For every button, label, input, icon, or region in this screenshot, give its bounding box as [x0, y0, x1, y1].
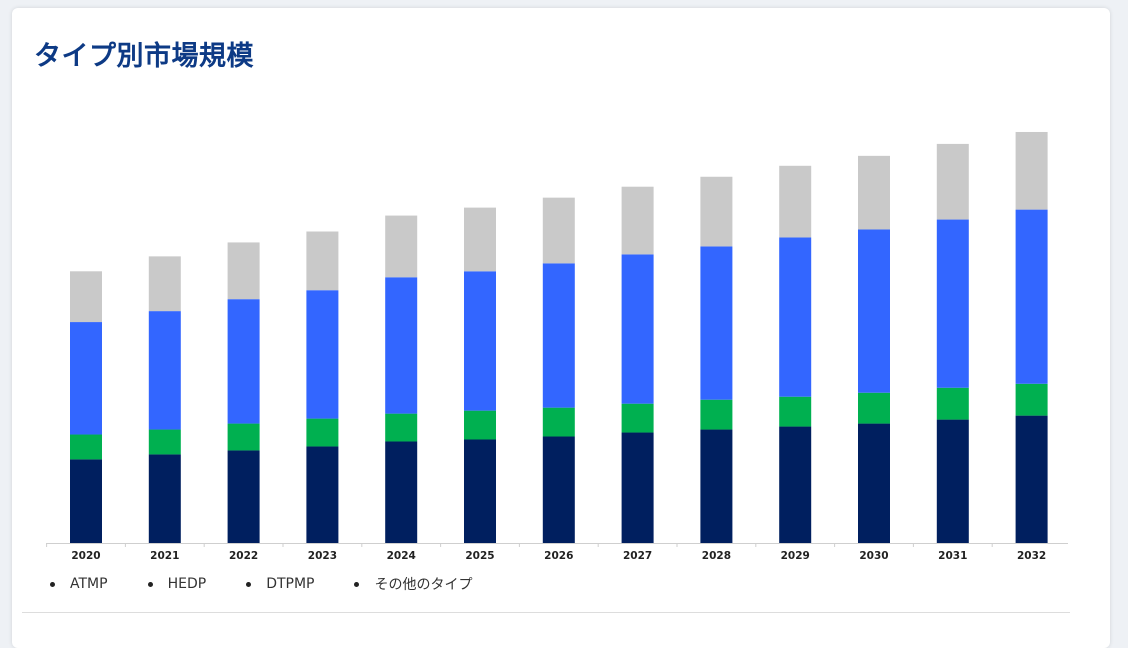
x-tick-label: 2025 [465, 550, 494, 562]
divider [22, 612, 1070, 613]
chart-legend: ATMP HEDP DTPMP その他のタイプ [50, 574, 512, 594]
bar-segment[interactable] [621, 254, 654, 404]
bar-segment[interactable] [148, 454, 181, 543]
bar-segment[interactable] [858, 229, 890, 393]
bar-segment[interactable] [542, 263, 575, 408]
bar-segment[interactable] [385, 215, 418, 278]
bar-segment[interactable] [700, 176, 733, 247]
bar-segment[interactable] [464, 207, 496, 272]
legend-label: ATMP [70, 576, 108, 592]
bar-segment[interactable] [385, 277, 418, 414]
bar-segment[interactable] [779, 237, 812, 397]
bar-segment[interactable] [148, 256, 181, 312]
legend-bullet-icon [147, 581, 153, 587]
bar-segment[interactable] [306, 231, 339, 291]
bar-segment[interactable] [385, 441, 418, 543]
bar-segment[interactable] [621, 186, 654, 255]
stacked-bar-chart: 2020 2021 2022 2023 2024 2025 2026 2027 2028 2029… [46, 131, 1068, 562]
legend-bullet-icon [354, 581, 360, 587]
x-tick-label: 2024 [387, 550, 416, 562]
bar-segment[interactable] [936, 143, 969, 220]
page-title: タイプ別市場規模 [34, 41, 254, 72]
bar-segment[interactable] [148, 311, 181, 430]
bar-segment[interactable] [464, 271, 496, 411]
bar-segment[interactable] [306, 418, 339, 447]
x-tick-label: 2021 [150, 550, 179, 562]
legend-label: HEDP [167, 576, 207, 592]
bar-segment[interactable] [700, 429, 733, 543]
bar-segment[interactable] [621, 432, 654, 543]
x-tick-label: 2027 [623, 550, 652, 562]
bar-segment[interactable] [1015, 209, 1048, 384]
bar-segment[interactable] [306, 446, 339, 543]
bar-segment[interactable] [1015, 415, 1048, 543]
bar-segment[interactable] [936, 219, 969, 388]
x-tick-label: 2032 [1017, 550, 1046, 562]
bar-segment[interactable] [464, 439, 496, 543]
legend-item[interactable]: その他のタイプ [354, 574, 472, 594]
bar-segment[interactable] [148, 429, 181, 455]
bar-segment[interactable] [306, 290, 339, 419]
legend-bullet-icon [246, 581, 252, 587]
bar-segment[interactable] [779, 426, 812, 543]
bar-segment[interactable] [227, 299, 260, 424]
x-tick-label: 2026 [544, 550, 573, 562]
legend-label: その他のタイプ [374, 577, 473, 593]
bar-segment[interactable] [700, 399, 733, 430]
legend-item[interactable]: HEDP [147, 574, 207, 594]
x-tick-label: 2031 [938, 550, 967, 562]
bar-segment[interactable] [70, 271, 102, 323]
x-tick-label: 2020 [71, 550, 100, 562]
bar-segment[interactable] [936, 387, 969, 420]
bar-segment[interactable] [227, 423, 260, 451]
bar-segment[interactable] [1015, 131, 1048, 210]
bar-segment[interactable] [779, 396, 812, 427]
bar-segment[interactable] [858, 392, 890, 424]
bar-segment[interactable] [858, 155, 890, 230]
x-tick-label: 2023 [308, 550, 337, 562]
bar-segment[interactable] [858, 423, 890, 543]
bar-segment[interactable] [1015, 383, 1048, 416]
legend-item[interactable]: ATMP [50, 574, 108, 594]
bar-segment[interactable] [227, 450, 260, 543]
bar-segment[interactable] [70, 434, 102, 460]
legend-item[interactable]: DTPMP [246, 574, 314, 594]
bar-segment[interactable] [700, 246, 733, 400]
x-tick-label: 2028 [702, 550, 731, 562]
bar-segment[interactable] [936, 419, 969, 543]
bar-segment[interactable] [70, 322, 102, 435]
bar-segment[interactable] [542, 436, 575, 543]
bar-segment[interactable] [621, 403, 654, 433]
legend-bullet-icon [50, 581, 55, 587]
x-tick-label: 2029 [781, 550, 810, 562]
bar-segment[interactable] [385, 413, 418, 442]
bar-segment[interactable] [779, 165, 812, 238]
x-tick-label: 2022 [229, 550, 258, 562]
bar-segment[interactable] [227, 242, 260, 300]
bar-segment[interactable] [464, 410, 496, 440]
bar-segment[interactable] [542, 407, 575, 437]
legend-label: DTPMP [266, 576, 315, 592]
bar-segment[interactable] [70, 459, 102, 543]
bar-segment[interactable] [542, 197, 575, 264]
x-tick-label: 2030 [859, 550, 888, 562]
